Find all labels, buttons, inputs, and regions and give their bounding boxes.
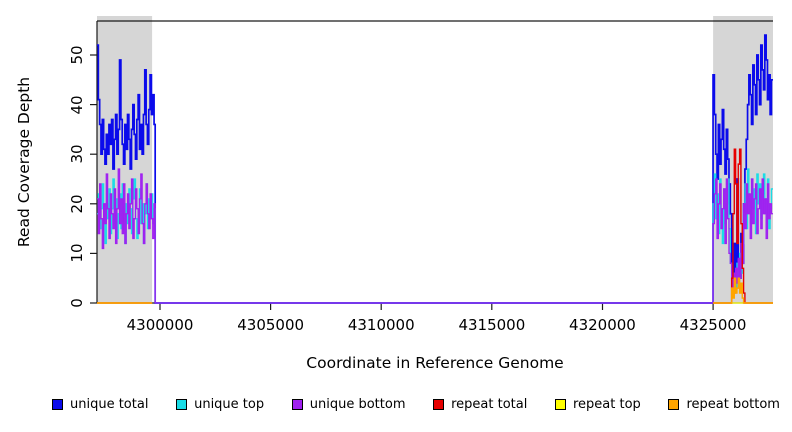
x-tick-label: 4315000 <box>458 316 526 334</box>
series-line-unique-total <box>97 34 773 304</box>
y-tick-label: 10 <box>68 243 86 263</box>
legend-label: unique bottom <box>309 397 406 412</box>
legend-item-repeat-top: repeat top <box>555 397 641 412</box>
x-tick-label: 4320000 <box>569 316 636 334</box>
x-tick-label: 4310000 <box>347 316 415 334</box>
legend-label: repeat bottom <box>686 397 780 412</box>
y-tick-label: 0 <box>68 298 86 308</box>
shaded-regions <box>97 16 773 303</box>
x-tick-label: 4305000 <box>237 316 305 334</box>
y-tick-label: 20 <box>68 194 86 214</box>
legend-swatch <box>668 399 680 410</box>
x-axis-label: Coordinate in Reference Genome <box>306 354 564 372</box>
legend: unique total unique top unique bottom repea… <box>52 397 780 412</box>
legend-label: unique top <box>194 397 265 412</box>
axes <box>90 20 773 310</box>
legend-item-repeat-total: repeat total <box>433 397 527 412</box>
x-tick-label: 4300000 <box>126 316 194 334</box>
series-line-unique-bottom <box>97 168 773 304</box>
legend-swatch <box>291 399 303 410</box>
legend-item-unique-total: unique total <box>52 397 148 412</box>
legend-label: unique total <box>70 397 149 412</box>
legend-swatch <box>52 399 63 410</box>
legend-item-unique-top: unique top <box>176 397 264 412</box>
y-tick-label: 50 <box>68 45 86 65</box>
y-tick-label: 40 <box>68 95 86 115</box>
legend-label: repeat top <box>573 397 641 412</box>
legend-item-repeat-bottom: repeat bottom <box>668 397 780 412</box>
series-line-repeat-bottom <box>713 277 773 304</box>
legend-swatch <box>555 399 566 410</box>
legend-label: repeat total <box>451 397 528 412</box>
series-line-unique-top <box>97 168 773 304</box>
y-tick-label: 30 <box>68 144 86 164</box>
legend-swatch <box>176 399 188 410</box>
legend-item-unique-bottom: unique bottom <box>291 397 406 412</box>
x-tick-label: 4325000 <box>679 316 747 334</box>
y-axis-label: Read Coverage Depth <box>15 76 33 248</box>
series-lines <box>97 34 773 304</box>
legend-swatch <box>433 399 445 410</box>
